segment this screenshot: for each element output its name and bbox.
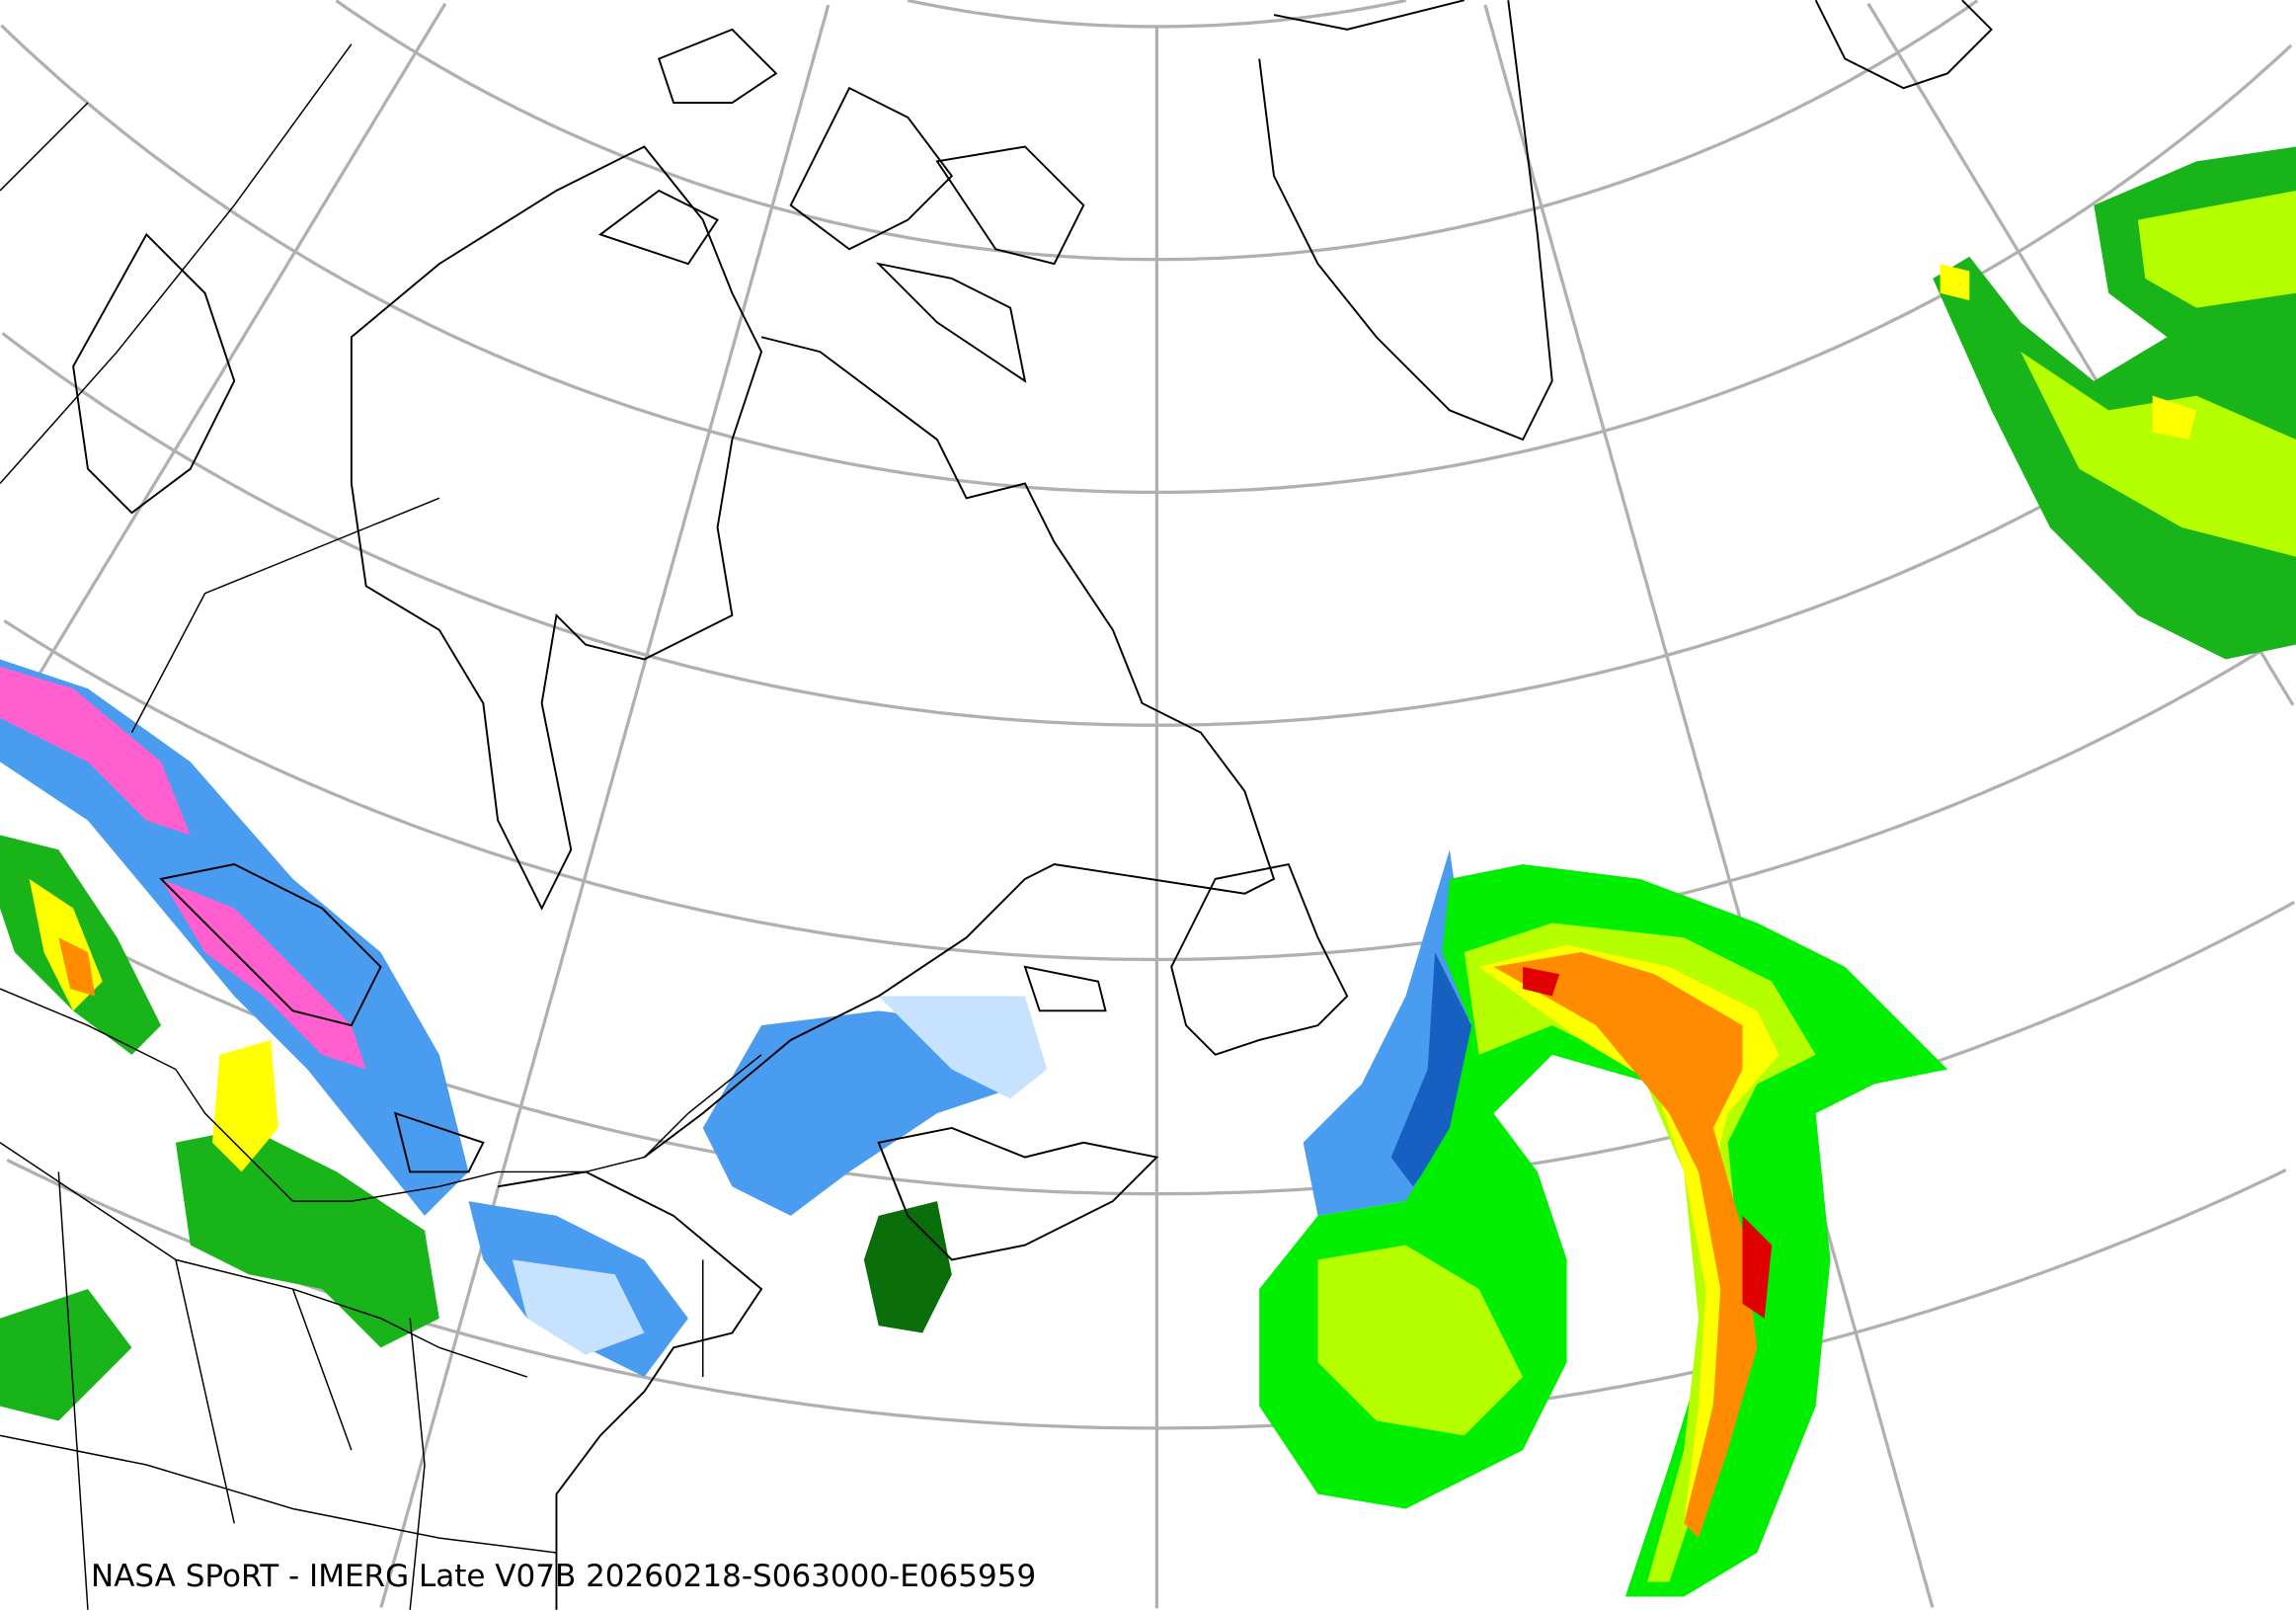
latitude-line	[907, 0, 1406, 29]
heavy-snow-west	[0, 666, 366, 1070]
rain-west	[0, 835, 439, 1421]
map-caption: NASA SPoRT - IMERG Late V07B 20260218-S0…	[91, 1559, 1037, 1594]
storm-extreme-rain	[1523, 966, 1773, 1319]
coastline-greenland	[1258, 0, 1553, 442]
border-us-states	[0, 1142, 704, 1610]
light-snow-northeast	[512, 996, 1048, 1355]
intense-rain-west	[58, 937, 96, 997]
coastline-labrador	[643, 336, 1276, 1159]
coastline-arctic-islands	[597, 28, 1085, 383]
coastline-hudson-bay	[350, 145, 763, 911]
longitude-line	[0, 2, 447, 737]
border-canada-provinces	[0, 43, 440, 733]
coastline-nova-scotia	[877, 1126, 1159, 1261]
precipitation-overlay	[0, 146, 2296, 1597]
coastline-great-lakes	[159, 863, 1107, 1173]
latitude-line	[1, 332, 2293, 727]
border-us-canada	[0, 988, 762, 1202]
political-borders	[0, 43, 762, 1610]
heavy-rain-northeast-atlantic	[2020, 190, 2296, 557]
storm-intense-rain	[1493, 952, 1758, 1539]
latitude-line	[3, 619, 2295, 962]
very-heavy-rain-northeast-atlantic	[1940, 264, 2197, 441]
coastline-newfoundland	[1170, 862, 1349, 1056]
coastline-iceland	[1814, 0, 1993, 90]
longitude-line	[1483, 4, 1935, 1608]
longitude-line	[379, 4, 831, 1608]
rain-nova-scotia	[863, 1201, 952, 1333]
coastline-westbay	[72, 232, 236, 515]
